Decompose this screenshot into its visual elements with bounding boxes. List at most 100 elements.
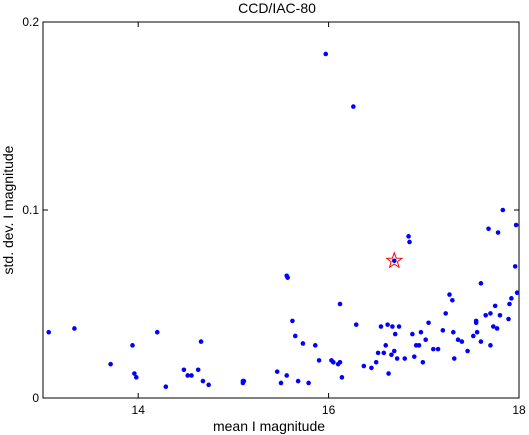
data-point	[200, 378, 206, 384]
data-point	[312, 343, 318, 348]
data-point	[389, 352, 394, 358]
x-axis-ticks: 14 16 18	[132, 22, 526, 417]
data-point	[391, 258, 397, 264]
x-tick-label: 14	[132, 403, 146, 417]
data-point	[300, 341, 306, 346]
data-point	[465, 348, 470, 354]
data-point	[185, 373, 191, 378]
data-point	[492, 303, 498, 309]
data-point	[418, 329, 424, 335]
data-point	[447, 292, 452, 297]
data-point	[361, 363, 367, 369]
x-tick-label: 16	[322, 403, 336, 417]
data-point	[154, 329, 160, 335]
data-point	[284, 273, 290, 279]
y-tick-label: 0.2	[22, 15, 39, 29]
data-point	[385, 322, 390, 327]
data-point	[241, 378, 247, 384]
data-point	[295, 378, 301, 384]
data-point	[391, 348, 397, 354]
data-point	[290, 318, 295, 324]
data-point	[386, 371, 391, 376]
data-point	[513, 222, 519, 228]
data-point	[514, 290, 520, 296]
data-point	[392, 331, 398, 337]
data-point	[316, 358, 322, 363]
data-point	[323, 51, 329, 57]
data-point	[420, 359, 426, 365]
data-point	[497, 312, 503, 318]
data-point	[490, 324, 496, 329]
data-point	[46, 329, 52, 335]
data-point	[486, 226, 491, 232]
plot-area-border	[42, 21, 520, 399]
data-point	[306, 380, 311, 386]
y-tick-label: 0.1	[22, 203, 39, 217]
data-point	[411, 354, 417, 359]
data-point	[488, 343, 493, 348]
data-point	[406, 234, 411, 239]
data-point	[373, 359, 379, 365]
data-point	[512, 264, 518, 269]
data-point	[351, 104, 356, 109]
data-point	[331, 359, 336, 365]
data-points	[46, 51, 520, 390]
plot-frame	[42, 21, 520, 399]
data-point	[181, 367, 187, 373]
data-point	[375, 350, 381, 356]
data-point	[133, 375, 139, 380]
data-point	[488, 311, 493, 316]
data-point	[353, 322, 359, 327]
data-point	[459, 339, 465, 344]
data-point	[509, 296, 514, 301]
data-point	[451, 329, 456, 335]
y-tick-label: 0	[32, 391, 39, 405]
data-point	[426, 320, 431, 326]
data-point	[198, 339, 204, 344]
data-point	[410, 331, 415, 337]
data-point	[189, 373, 194, 378]
data-point	[369, 365, 374, 371]
data-point	[440, 328, 446, 333]
data-point	[506, 316, 511, 322]
data-point	[195, 367, 201, 373]
x-tick-label: 18	[512, 403, 526, 417]
data-point	[163, 384, 169, 390]
data-point	[494, 326, 500, 331]
data-point	[278, 380, 284, 386]
data-point	[507, 301, 512, 307]
data-point	[478, 339, 484, 344]
data-point	[500, 207, 506, 213]
data-point	[473, 320, 479, 326]
data-point	[455, 337, 461, 343]
data-point	[274, 369, 280, 374]
data-point	[451, 356, 457, 361]
data-point	[337, 301, 343, 307]
data-point	[478, 281, 484, 286]
data-point	[390, 324, 395, 329]
data-point	[423, 337, 429, 343]
data-point	[72, 326, 77, 331]
data-point	[339, 375, 345, 380]
data-point	[394, 356, 400, 361]
data-point	[471, 333, 476, 339]
data-point	[431, 346, 436, 352]
data-point	[407, 239, 412, 245]
data-point	[483, 312, 488, 318]
chart-title: CCD/IAC-80	[238, 0, 316, 16]
data-point	[443, 311, 448, 316]
star-point	[385, 251, 404, 269]
data-point	[132, 371, 137, 376]
data-point	[396, 324, 402, 329]
data-point	[206, 382, 211, 388]
y-axis-label: std. dev. I magnitude	[0, 145, 16, 274]
data-point	[416, 343, 422, 348]
data-point	[381, 350, 387, 356]
data-point	[495, 230, 501, 235]
data-point	[130, 343, 135, 348]
data-point	[337, 359, 343, 365]
data-point	[292, 333, 298, 339]
data-point	[402, 356, 408, 361]
data-point	[108, 361, 113, 367]
